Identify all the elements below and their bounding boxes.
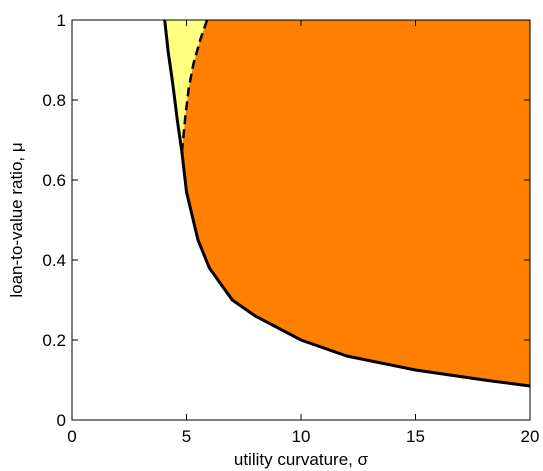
y-tick-label: 0 bbox=[57, 411, 66, 430]
x-tick-label: 10 bbox=[292, 427, 311, 446]
x-tick-label: 0 bbox=[67, 427, 76, 446]
y-tick-label: 0.4 bbox=[42, 251, 66, 270]
y-tick-label: 0.6 bbox=[42, 171, 66, 190]
x-tick-label: 15 bbox=[406, 427, 425, 446]
y-tick-label: 0.8 bbox=[42, 91, 66, 110]
y-tick-label: 1 bbox=[57, 11, 66, 30]
y-axis: 0 0.2 0.4 0.6 0.8 1 bbox=[42, 11, 530, 430]
y-axis-label: loan-to-value ratio, μ bbox=[7, 142, 26, 297]
dashed-boundary-line bbox=[180, 19, 209, 153]
x-tick-label: 20 bbox=[521, 427, 540, 446]
plot-area bbox=[71, 19, 531, 421]
x-axis-label: utility curvature, σ bbox=[234, 450, 369, 469]
x-axis: 0 5 10 15 20 bbox=[67, 20, 539, 446]
y-tick-label: 0.2 bbox=[42, 331, 66, 350]
solid-boundary-line bbox=[163, 19, 531, 388]
x-tick-label: 5 bbox=[182, 427, 191, 446]
orange-region bbox=[181, 20, 530, 386]
